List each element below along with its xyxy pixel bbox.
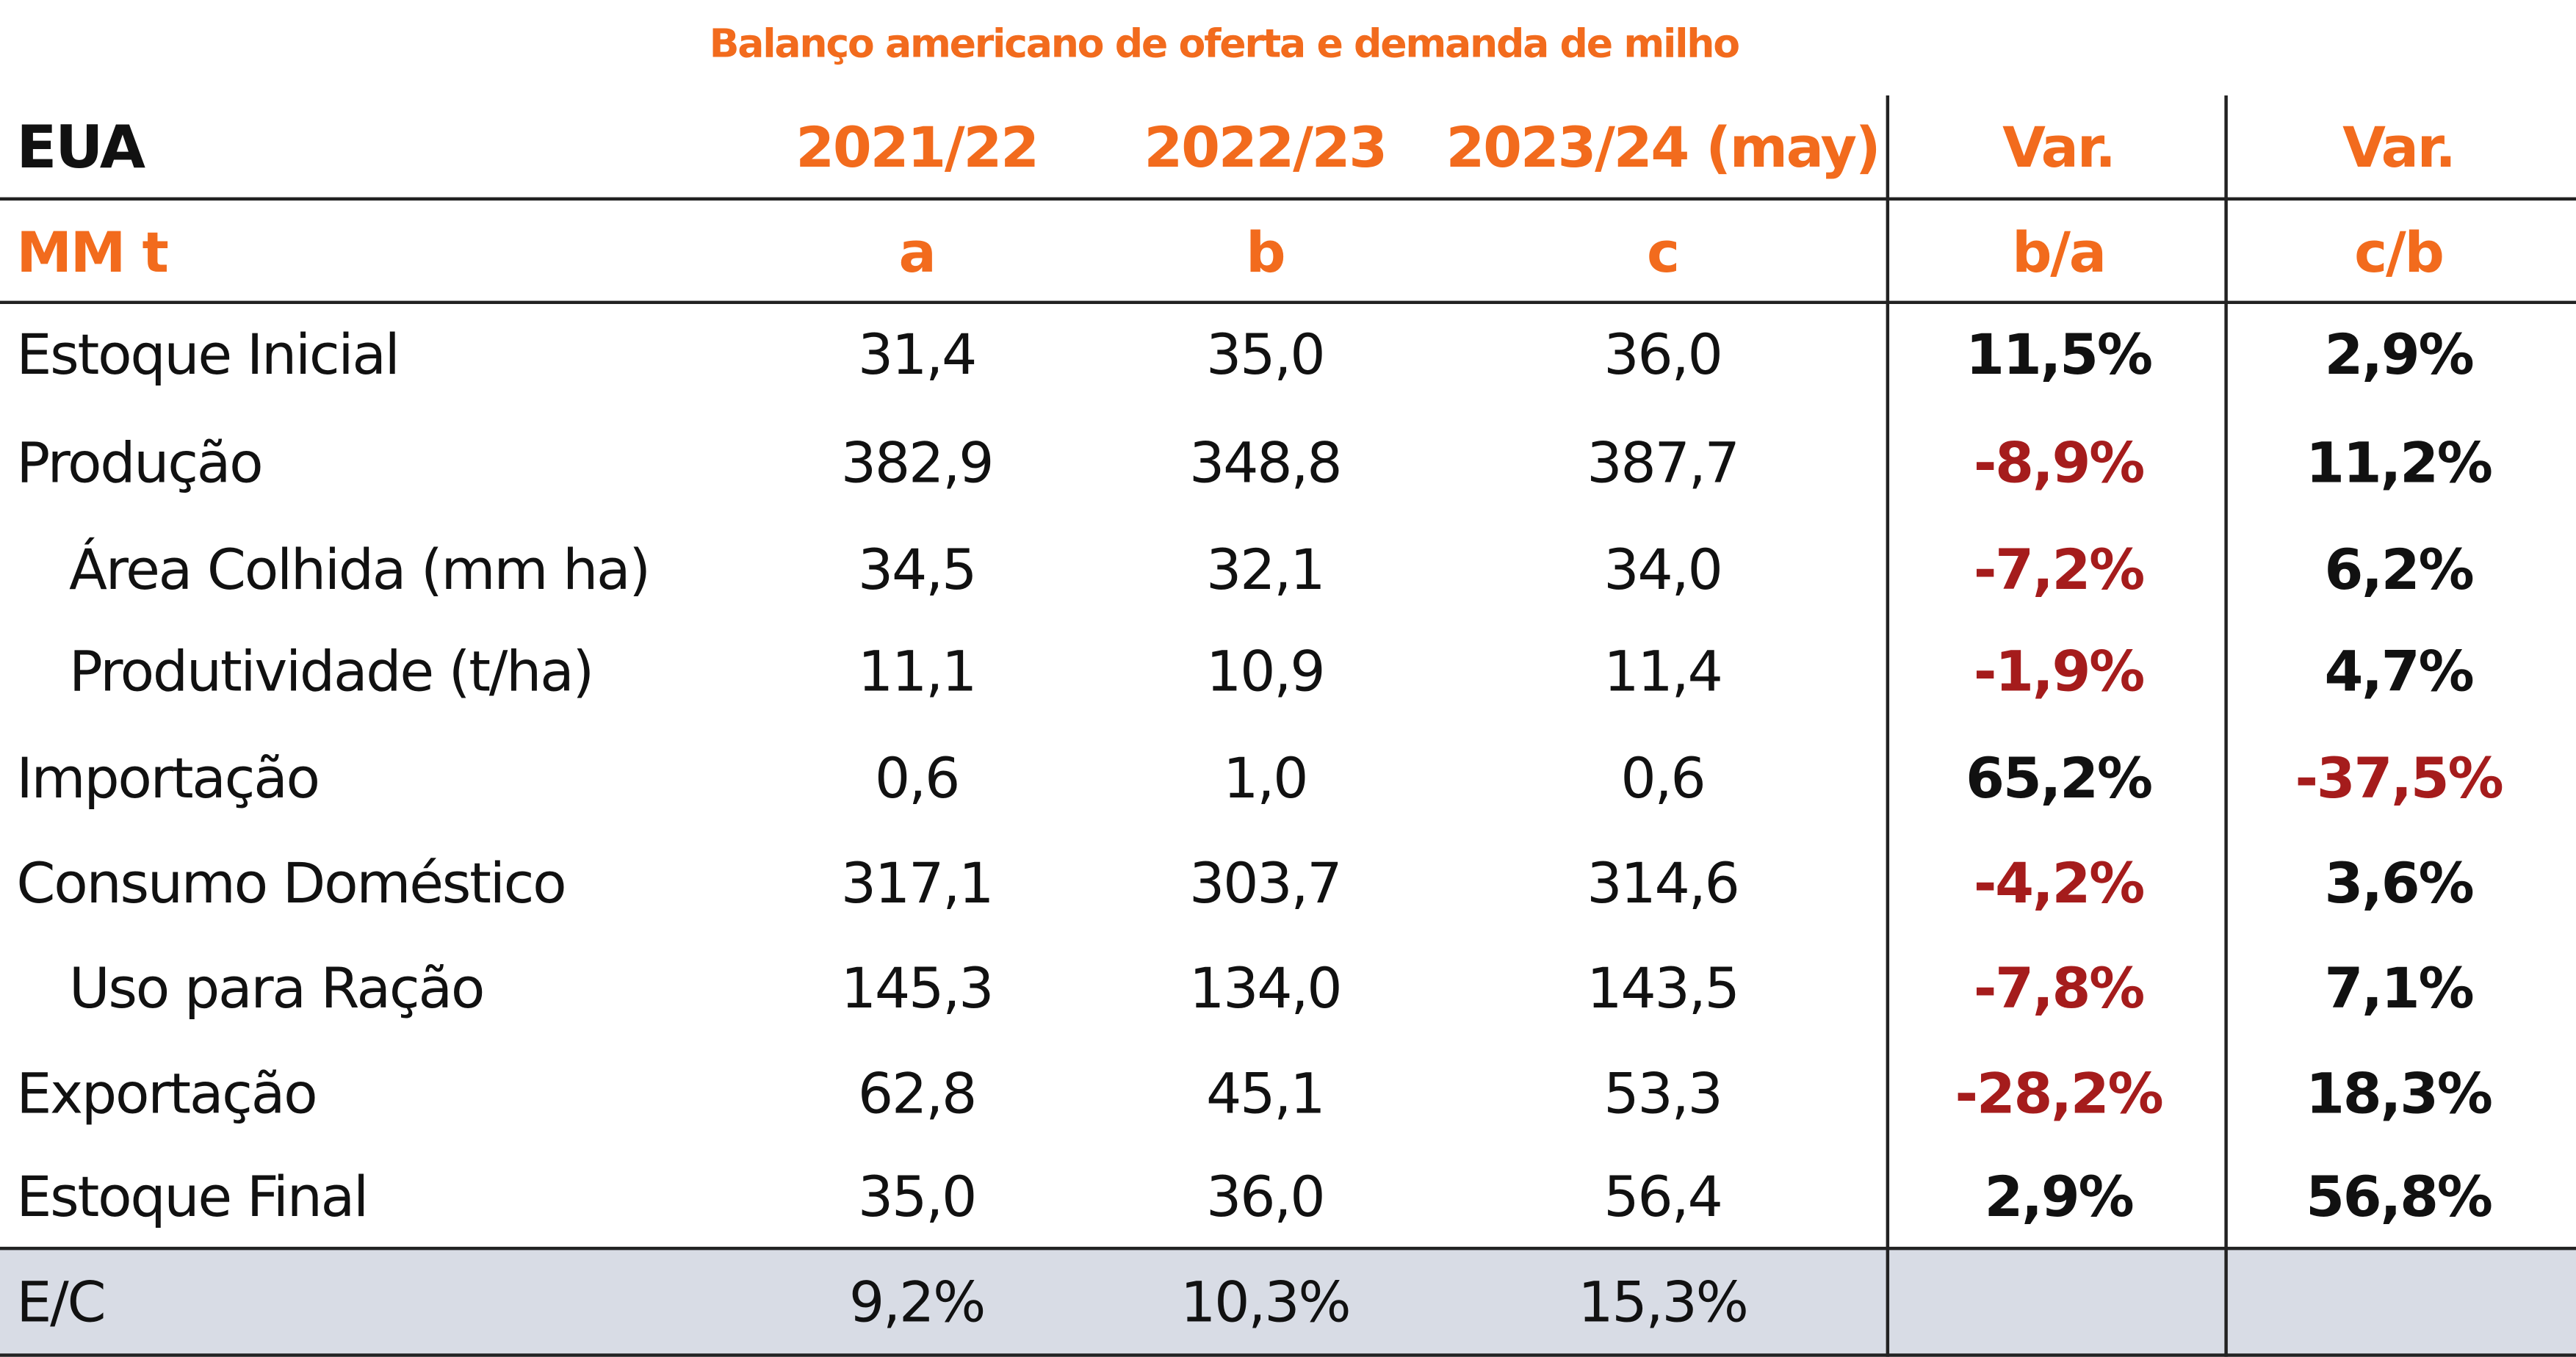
title: Balanço americano de oferta e demanda de… <box>710 21 1739 67</box>
cell: 56,8% <box>2306 1164 2492 1229</box>
cell: 10,3% <box>1180 1269 1349 1334</box>
cell: 3,6% <box>2324 850 2472 916</box>
row-label: Importação <box>16 745 318 811</box>
cell: 35,0 <box>1206 322 1324 387</box>
column-code: b <box>1246 220 1284 285</box>
cell: 314,6 <box>1587 850 1738 916</box>
cell: 0,6 <box>1620 745 1704 811</box>
cell: 348,8 <box>1189 430 1341 495</box>
ratio-row-bg <box>0 1248 2576 1357</box>
row-label: Área Colhida (mm ha) <box>69 537 649 602</box>
cell: 18,3% <box>2306 1060 2492 1126</box>
cell: 34,5 <box>858 537 975 602</box>
column-header: 2022/23 <box>1144 115 1386 180</box>
cell: 145,3 <box>841 955 992 1021</box>
row-label: Estoque Inicial <box>16 322 398 387</box>
cell: 2,9% <box>2324 322 2472 387</box>
cell: 35,0 <box>858 1164 975 1229</box>
cell: 56,4 <box>1603 1164 1721 1229</box>
cell: 11,1 <box>858 639 975 704</box>
region: EUA <box>16 112 145 181</box>
row-label: Produtividade (t/ha) <box>69 639 593 704</box>
cell: 45,1 <box>1206 1060 1324 1126</box>
unit: MM t <box>16 220 167 285</box>
cell: 0,6 <box>875 745 959 811</box>
column-header: 2021/22 <box>795 115 1038 180</box>
cell: 53,3 <box>1603 1060 1721 1126</box>
cell: -7,2% <box>1974 537 2143 602</box>
row-label: Produção <box>16 430 261 495</box>
column-code: c <box>1647 220 1678 285</box>
cell: -1,9% <box>1974 639 2143 704</box>
cell: 143,5 <box>1587 955 1738 1021</box>
cell: 62,8 <box>858 1060 975 1126</box>
row-label: Estoque Final <box>16 1164 367 1229</box>
column-header: Var. <box>2002 115 2115 180</box>
row-label: Exportação <box>16 1060 316 1126</box>
column-code: c/b <box>2354 220 2443 285</box>
cell: 6,2% <box>2324 537 2472 602</box>
column-header: Var. <box>2342 115 2455 180</box>
cell: 65,2% <box>1966 745 2151 811</box>
cell: -8,9% <box>1974 430 2143 495</box>
cell: -7,8% <box>1974 955 2143 1021</box>
column-header: 2023/24 (may) <box>1446 115 1880 180</box>
cell: 11,5% <box>1966 322 2151 387</box>
cell: 4,7% <box>2324 639 2472 704</box>
cell: 11,2% <box>2306 430 2492 495</box>
cell: -37,5% <box>2295 745 2502 811</box>
row-label: E/C <box>16 1269 104 1334</box>
row-label: Consumo Doméstico <box>16 850 565 916</box>
cell: 134,0 <box>1189 955 1341 1021</box>
cell: 32,1 <box>1206 537 1324 602</box>
cell: 382,9 <box>841 430 992 495</box>
cell: 7,1% <box>2324 955 2472 1021</box>
row-label: Uso para Ração <box>69 955 483 1021</box>
column-code: b/a <box>2012 220 2105 285</box>
cell: 303,7 <box>1189 850 1341 916</box>
cell: 36,0 <box>1206 1164 1324 1229</box>
cell: 1,0 <box>1223 745 1307 811</box>
cell: 9,2% <box>849 1269 984 1334</box>
cell: -4,2% <box>1974 850 2143 916</box>
cell: 34,0 <box>1603 537 1721 602</box>
cell: 10,9 <box>1206 639 1324 704</box>
cell: 2,9% <box>1985 1164 2133 1229</box>
cell: 387,7 <box>1587 430 1738 495</box>
cell: 31,4 <box>858 322 975 387</box>
cell: 15,3% <box>1578 1269 1747 1334</box>
cell: 36,0 <box>1603 322 1721 387</box>
cell: 317,1 <box>841 850 992 916</box>
column-code: a <box>898 220 934 285</box>
cell: 11,4 <box>1603 639 1721 704</box>
cell: -28,2% <box>1955 1060 2162 1126</box>
